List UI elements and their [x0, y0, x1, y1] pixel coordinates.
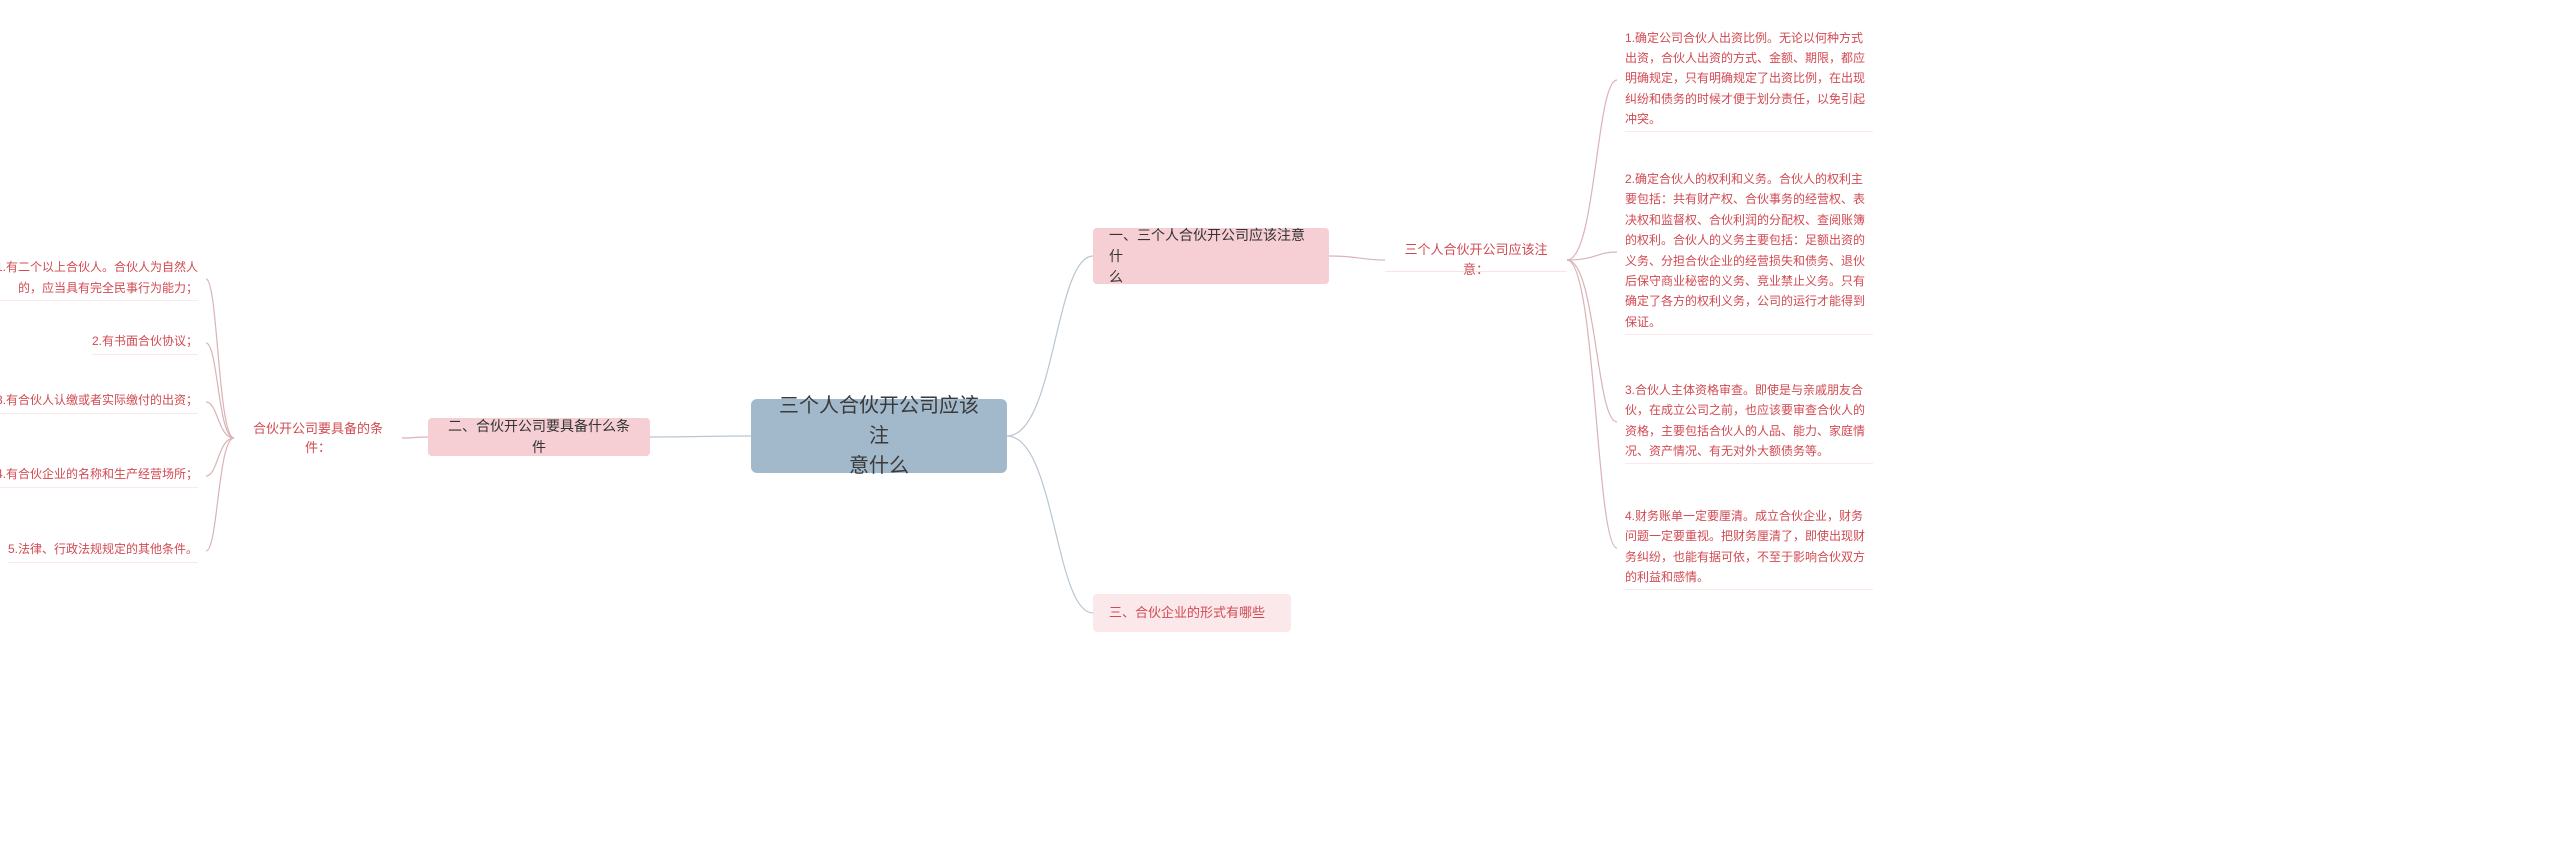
- branch-2-intermediate: 合伙开公司要具备的条件：: [234, 427, 402, 449]
- branch-3: 三、合伙企业的形式有哪些: [1093, 594, 1291, 632]
- branch-2-leaf-4: 4.有合伙企业的名称和生产经营场所；: [0, 464, 206, 488]
- branch-1-leaf-1: 1.确定公司合伙人出资比例。无论以何种方式出资，合伙人出资的方式、金额、期限，都…: [1617, 26, 1881, 134]
- branch-1-intermediate: 三个人合伙开公司应该注意：: [1385, 248, 1567, 272]
- branch-2-leaf-1: 1.有二个以上合伙人。合伙人为自然人的，应当具有完全民事行为能力；: [0, 257, 206, 301]
- branch-2-leaf-3: 3.有合伙人认缴或者实际缴付的出资；: [0, 390, 206, 414]
- branch-2-leaf-5: 5.法律、行政法规规定的其他条件。: [0, 539, 206, 563]
- branch-2: 二、合伙开公司要具备什么条件: [428, 418, 650, 456]
- branch-1-leaf-3: 3.合伙人主体资格审查。即使是与亲戚朋友合伙，在成立公司之前，也应该要审查合伙人…: [1617, 376, 1881, 468]
- branch-1-leaf-4: 4.财务账单一定要厘清。成立合伙企业，财务问题一定要重视。把财务厘清了，即使出现…: [1617, 502, 1881, 594]
- branch-1-leaf-2: 2.确定合伙人的权利和义务。合伙人的权利主要包括：共有财产权、合伙事务的经营权、…: [1617, 164, 1881, 340]
- branch-1: 一、三个人合伙开公司应该注意什么: [1093, 228, 1329, 284]
- root-node: 三个人合伙开公司应该注意什么: [751, 399, 1007, 473]
- branch-2-leaf-2: 2.有书面合伙协议；: [72, 331, 206, 355]
